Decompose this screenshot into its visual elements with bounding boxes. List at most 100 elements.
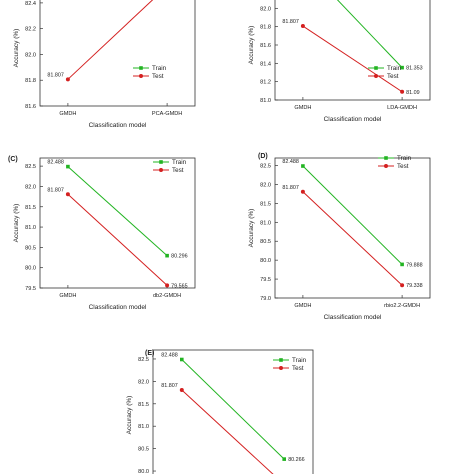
panel5-panel-label: (E) <box>145 350 154 357</box>
panel4-data-label: 79.888 <box>406 262 423 268</box>
panel4-xtick-label: GMDH <box>294 303 311 309</box>
panel4-test-point <box>400 283 405 288</box>
panel2-ytick-label: 81.8 <box>260 25 271 31</box>
panel4-ytick-label: 79.0 <box>260 296 271 302</box>
panel3-legend-label-test: Test <box>172 167 184 174</box>
panel3-train-point <box>66 164 70 169</box>
panel3-train-point <box>165 253 169 258</box>
panel5-ytick-label: 81.0 <box>138 424 149 430</box>
panel3-data-label: 81.807 <box>47 187 64 193</box>
panel1-test-point <box>65 77 70 82</box>
panel5-train-line <box>181 359 285 460</box>
panel2-train-point <box>400 65 404 70</box>
panel2-ytick-label: 81.2 <box>260 80 271 86</box>
panel3-test-point <box>65 192 70 197</box>
panel4-x-axis-title: Classification model <box>324 314 382 321</box>
panel4-test-point <box>300 189 305 194</box>
panel4-train-point <box>301 164 305 168</box>
panel1-data-label: 81.807 <box>47 72 64 78</box>
panel1-legend-label-test: Test <box>152 73 164 80</box>
panel2-x-axis-title: Classification model <box>324 116 382 123</box>
panel4-legend-marker-test <box>384 164 388 168</box>
panel3-data-label: 79.565 <box>171 283 188 289</box>
panel1-ytick-label: 82.4 <box>25 1 36 7</box>
panel5-train-point <box>282 457 286 461</box>
panel2-legend-label-train: Train <box>387 65 402 72</box>
panel3-y-axis-title: Accuracy (%) <box>13 204 20 243</box>
panel2-data-label: 81.353 <box>406 66 423 72</box>
panel2-xtick-label: GMDH <box>294 105 311 111</box>
panel5-test-point <box>179 388 184 393</box>
panel4-train-line <box>302 165 403 265</box>
panel5-ytick-label: 80.5 <box>138 447 149 453</box>
panel4-ytick-label: 81.0 <box>260 220 271 226</box>
panel5-legend-marker-train <box>279 358 283 362</box>
panel3-x-axis-title: Classification model <box>89 304 147 311</box>
panel4-data-label: 79.338 <box>406 283 423 289</box>
panel1-ytick-label: 82.2 <box>25 27 36 33</box>
panel4-legend-marker-train <box>384 156 388 160</box>
panel1-xtick-label: PCA-GMDH <box>152 111 182 117</box>
panel1-xtick-label: GMDH <box>59 111 76 117</box>
panel1-legend-marker-test <box>139 74 143 78</box>
panel3-ytick-label: 80.5 <box>25 245 36 251</box>
panel2-ytick-label: 81.4 <box>260 61 271 67</box>
panel3-legend-label-train: Train <box>172 159 187 166</box>
panel3-data-label: 82.488 <box>47 160 64 166</box>
panel2-test-point <box>300 24 305 29</box>
panel5-y-axis-title: Accuracy (%) <box>126 396 133 435</box>
panel1-ytick-label: 81.8 <box>25 78 36 84</box>
panel5-legend-marker-test <box>279 366 283 370</box>
panel1-plot-frame <box>39 0 196 107</box>
panel2-test-line <box>302 25 403 93</box>
panel2-legend-marker-train <box>374 66 378 70</box>
panel4-ytick-label: 82.0 <box>260 182 271 188</box>
panel3-train-line <box>67 166 168 257</box>
panel3-ytick-label: 80.0 <box>25 266 36 272</box>
panel1-x-axis-title: Classification model <box>89 122 147 129</box>
panel5-data-label: 82.488 <box>161 353 178 359</box>
panel3-ytick-label: 81.0 <box>25 225 36 231</box>
panel3-ytick-label: 82.0 <box>25 184 36 190</box>
panel4-legend-label-test: Test <box>397 163 409 170</box>
panel2-xtick-label: LDA-GMDH <box>387 105 417 111</box>
panel3-legend-marker-test <box>159 168 163 172</box>
panel2-train-line <box>336 0 403 68</box>
panel2-ytick-label: 81.0 <box>260 98 271 104</box>
panel4-ytick-label: 82.5 <box>260 164 271 170</box>
panel5-train-point <box>180 357 184 362</box>
panel4-y-axis-title: Accuracy (%) <box>248 209 255 248</box>
panel5-ytick-label: 82.0 <box>138 379 149 385</box>
panel3-xtick-label: GMDH <box>59 293 76 299</box>
panel5-data-label: 80.266 <box>288 457 305 463</box>
panel4-data-label: 82.488 <box>282 159 299 165</box>
panel4-data-label: 81.807 <box>282 185 299 191</box>
panel4-ytick-label: 81.5 <box>260 201 271 207</box>
panel5-ytick-label: 80.0 <box>138 469 149 474</box>
panel1-ytick-label: 81.6 <box>25 104 36 110</box>
panel3-ytick-label: 82.5 <box>25 164 36 170</box>
panel4-test-line <box>302 191 403 286</box>
panel2-test-point <box>400 89 405 94</box>
panel1-y-axis-title: Accuracy (%) <box>13 29 20 68</box>
panel2-ytick-label: 82.0 <box>260 6 271 12</box>
panel5-ytick-label: 81.5 <box>138 402 149 408</box>
panel2-y-axis-title: Accuracy (%) <box>248 26 255 65</box>
panel3-legend-marker-train <box>159 160 163 164</box>
panel4-legend-label-train: Train <box>397 155 412 162</box>
panel4-panel-label: (D) <box>258 153 268 160</box>
panel2-legend-marker-test <box>374 74 378 78</box>
panel5-legend-label-test: Test <box>292 365 304 372</box>
panel5-ytick-label: 82.5 <box>138 357 149 363</box>
panel5-data-label: 81.807 <box>161 383 178 389</box>
panel1-ytick-label: 82.0 <box>25 52 36 58</box>
panel3-panel-label: (C) <box>8 156 18 163</box>
panel2-data-label: 81.09 <box>406 90 420 96</box>
panel4-xtick-label: rbio2.2-GMDH <box>384 303 420 309</box>
panel2-ytick-label: 81.6 <box>260 43 271 49</box>
panel4-train-point <box>400 262 404 267</box>
panel3-ytick-label: 81.5 <box>25 205 36 211</box>
panel2-data-label: 81.807 <box>282 19 299 25</box>
panel4-ytick-label: 79.5 <box>260 277 271 283</box>
